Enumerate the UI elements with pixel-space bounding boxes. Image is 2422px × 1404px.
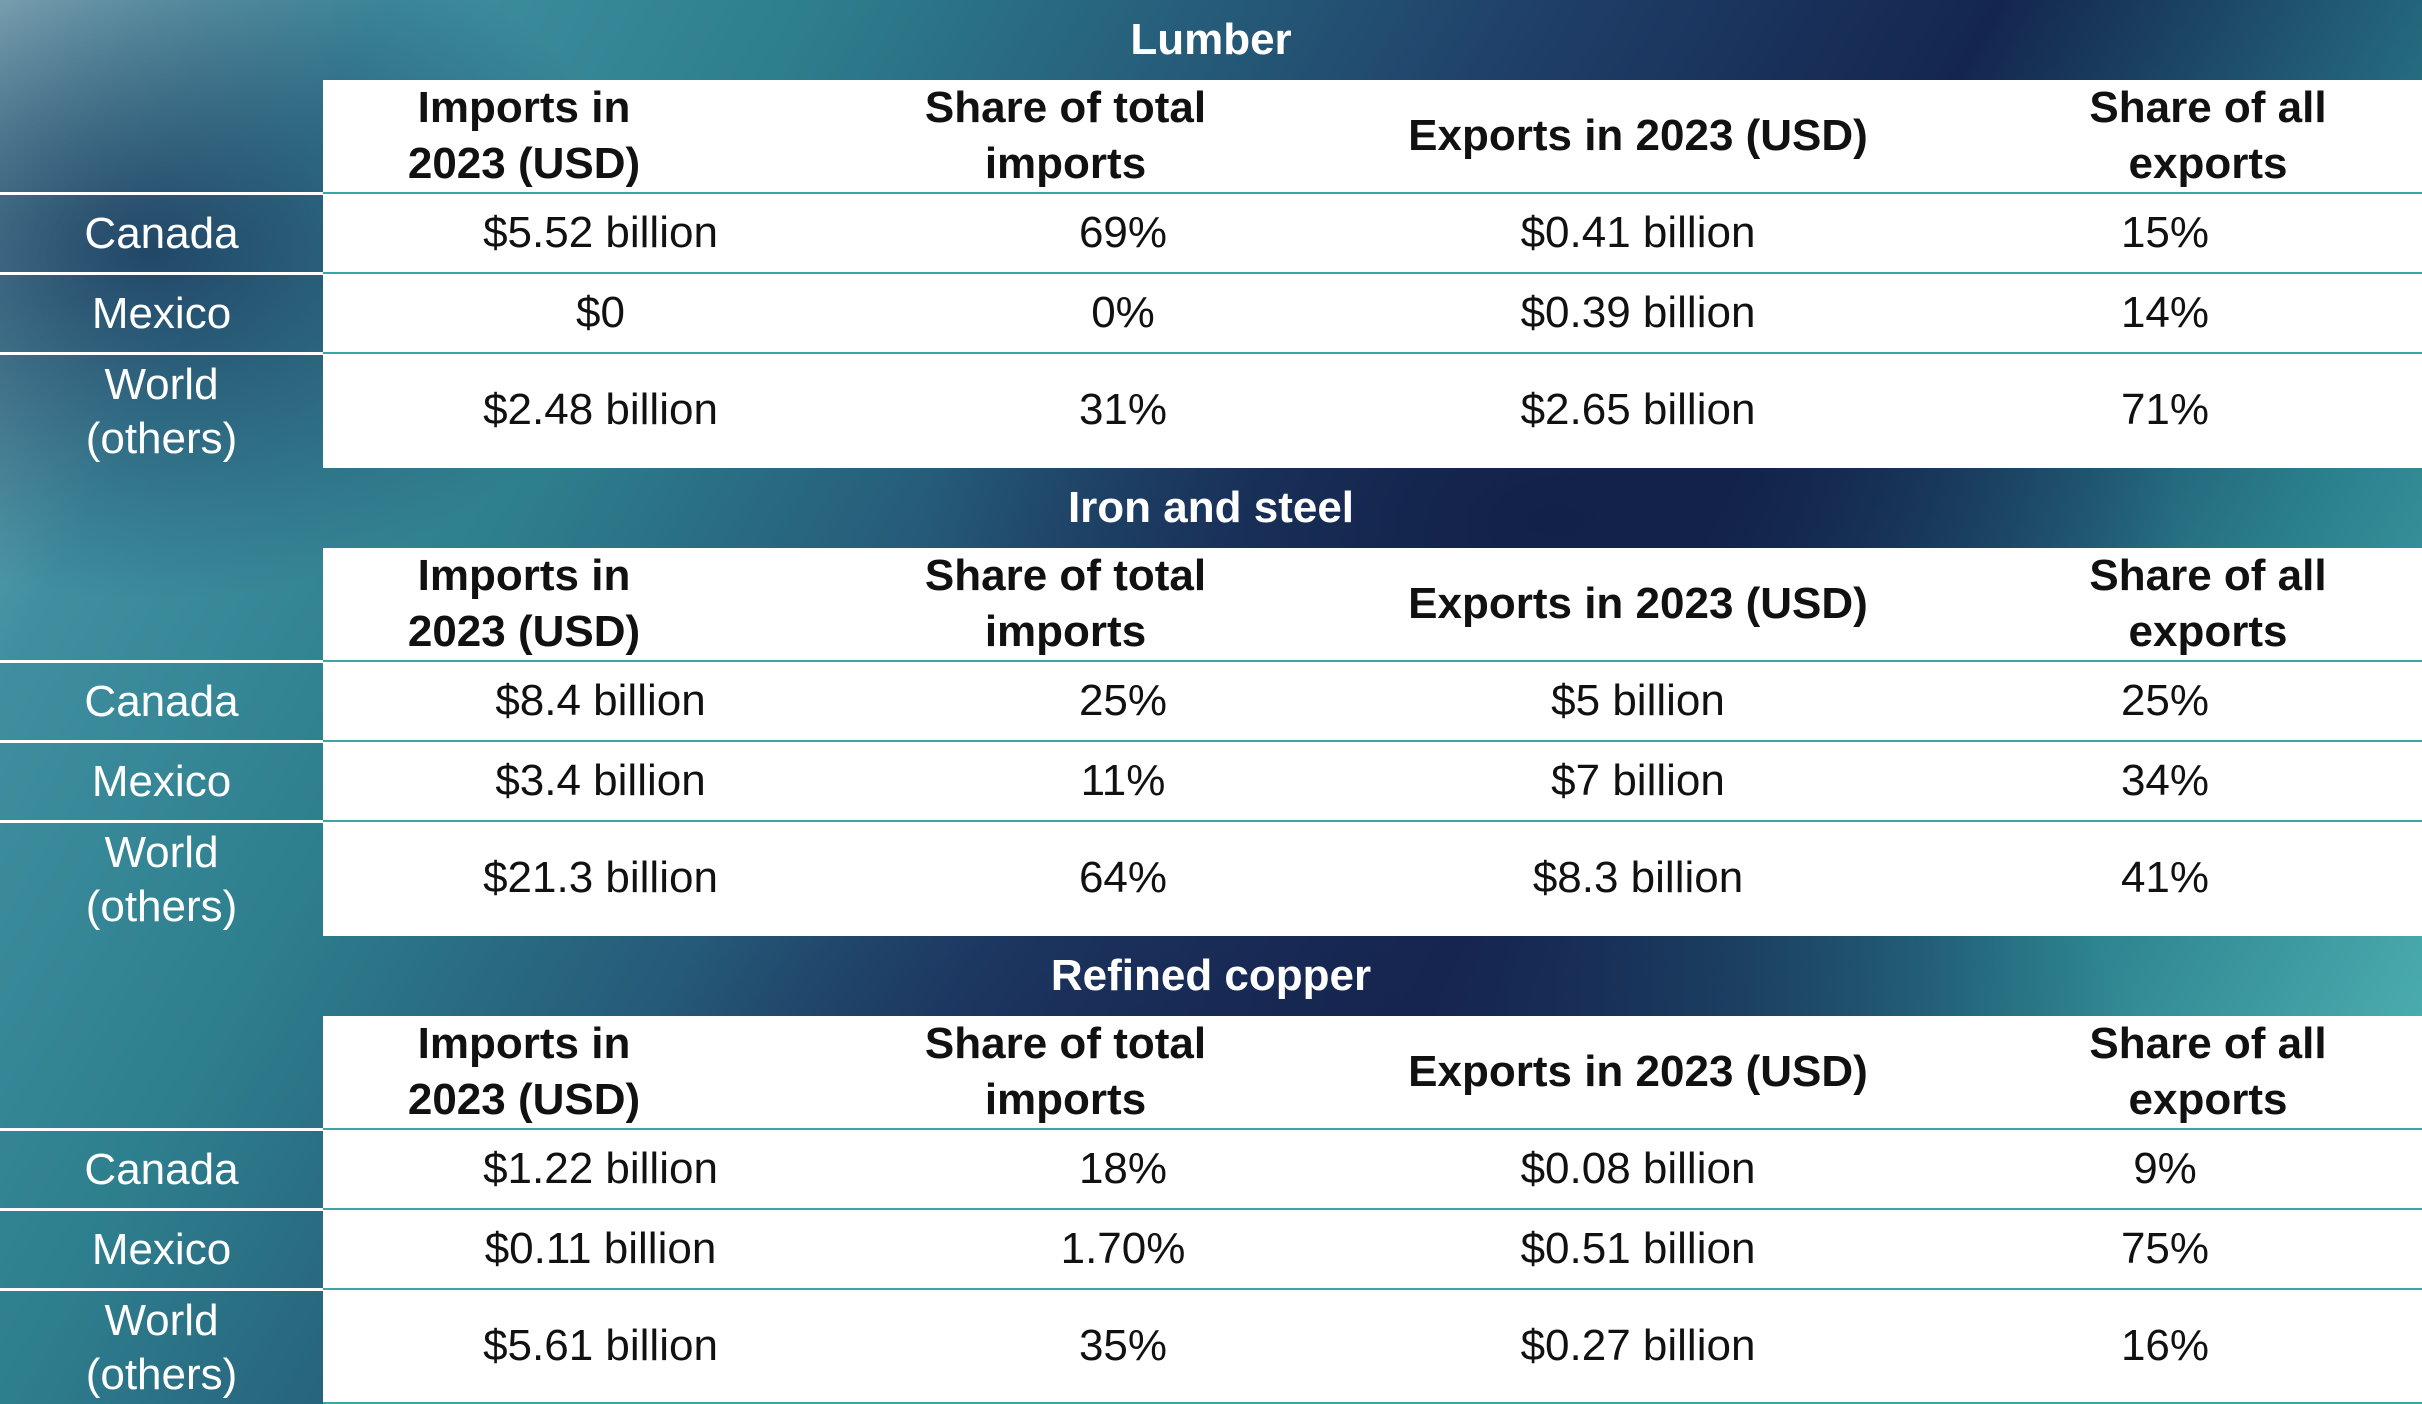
cell-share-exports: 15% bbox=[2120, 208, 2210, 257]
label-divider bbox=[0, 740, 323, 743]
cell-imports: $3.4 billion bbox=[495, 756, 706, 805]
table-panel: Imports in 2023 (USD) Share of total imp… bbox=[323, 548, 2422, 936]
cell-imports: $1.22 billion bbox=[483, 1144, 718, 1193]
cell-share-exports: 71% bbox=[2120, 385, 2210, 434]
row-divider bbox=[323, 1288, 2422, 1290]
header-share-imports: Share of total imports bbox=[924, 1019, 1207, 1124]
row-divider bbox=[323, 660, 2422, 662]
cell-share-imports: 18% bbox=[1078, 1144, 1168, 1193]
cell-share-imports: 25% bbox=[1078, 676, 1168, 725]
cell-share-imports: 64% bbox=[1078, 853, 1168, 902]
cell-exports: $8.3 billion bbox=[1532, 853, 1744, 902]
cell-share-imports: 69% bbox=[1078, 208, 1168, 257]
row-divider bbox=[323, 740, 2422, 742]
row-label-world: World (others) bbox=[85, 359, 238, 463]
cell-exports: $0.51 billion bbox=[1520, 1224, 1756, 1273]
section-title: Refined copper bbox=[1050, 951, 1372, 1000]
label-divider bbox=[0, 352, 323, 355]
cell-share-exports: 16% bbox=[2120, 1321, 2210, 1370]
section-title: Iron and steel bbox=[1067, 483, 1355, 532]
cell-imports: $2.48 billion bbox=[483, 385, 718, 434]
label-divider bbox=[0, 1128, 323, 1131]
row-divider bbox=[323, 1128, 2422, 1130]
cell-exports: $0.08 billion bbox=[1520, 1144, 1756, 1193]
label-divider bbox=[0, 272, 323, 275]
cell-share-exports: 41% bbox=[2120, 853, 2210, 902]
cell-imports: $0 bbox=[576, 288, 625, 337]
header-share-imports: Share of total imports bbox=[924, 83, 1207, 188]
cell-share-exports: 9% bbox=[2133, 1144, 2197, 1193]
cell-exports: $2.65 billion bbox=[1520, 385, 1756, 434]
cell-share-imports: 0% bbox=[1091, 288, 1155, 337]
section-refined-copper: Refined copper Imports in 2023 (USD) Sha… bbox=[0, 936, 2422, 1404]
row-label-mexico: Mexico bbox=[91, 1224, 232, 1274]
row-divider bbox=[323, 1208, 2422, 1210]
cell-exports: $0.39 billion bbox=[1520, 288, 1756, 337]
section-title: Lumber bbox=[1130, 15, 1292, 64]
row-divider bbox=[323, 1402, 2422, 1404]
cell-share-imports: 11% bbox=[1080, 756, 1166, 805]
label-divider bbox=[0, 1288, 323, 1291]
row-divider bbox=[323, 272, 2422, 274]
section-lumber: Lumber Imports in 2023 (USD) Share of to… bbox=[0, 0, 2422, 468]
header-share-imports: Share of total imports bbox=[924, 551, 1207, 656]
cell-share-imports: 35% bbox=[1078, 1321, 1168, 1370]
label-divider bbox=[0, 660, 323, 663]
row-label-mexico: Mexico bbox=[91, 756, 232, 806]
cell-share-imports: 1.70% bbox=[1060, 1224, 1186, 1273]
row-divider bbox=[323, 352, 2422, 354]
header-share-exports: Share of all exports bbox=[2089, 1019, 2327, 1124]
row-divider bbox=[323, 820, 2422, 822]
cell-share-exports: 25% bbox=[2120, 676, 2210, 725]
header-imports: Imports in 2023 (USD) bbox=[407, 83, 641, 188]
row-label-canada: Canada bbox=[84, 1144, 239, 1194]
label-divider bbox=[0, 1208, 323, 1211]
cell-exports: $7 billion bbox=[1551, 756, 1725, 805]
cell-imports: $21.3 billion bbox=[483, 853, 718, 902]
cell-imports: $5.52 billion bbox=[483, 208, 718, 257]
header-exports: Exports in 2023 (USD) bbox=[1408, 579, 1868, 628]
cell-share-imports: 31% bbox=[1078, 385, 1168, 434]
row-label-world: World (others) bbox=[85, 827, 238, 931]
row-label-world: World (others) bbox=[85, 1295, 238, 1399]
cell-share-exports: 34% bbox=[2120, 756, 2210, 805]
label-divider bbox=[0, 192, 323, 195]
header-share-exports: Share of all exports bbox=[2089, 83, 2327, 188]
row-label-canada: Canada bbox=[84, 676, 239, 726]
header-exports: Exports in 2023 (USD) bbox=[1408, 111, 1868, 160]
cell-exports: $0.41 billion bbox=[1520, 208, 1756, 257]
row-label-mexico: Mexico bbox=[91, 288, 232, 338]
header-exports: Exports in 2023 (USD) bbox=[1408, 1047, 1868, 1096]
cell-exports: $5 billion bbox=[1551, 676, 1725, 725]
row-divider bbox=[323, 192, 2422, 194]
section-iron-steel: Iron and steel Imports in 2023 (USD) Sha… bbox=[0, 468, 2422, 936]
cell-share-exports: 14% bbox=[2120, 288, 2210, 337]
header-imports: Imports in 2023 (USD) bbox=[407, 551, 641, 656]
cell-exports: $0.27 billion bbox=[1520, 1321, 1756, 1370]
table-panel: Imports in 2023 (USD) Share of total imp… bbox=[323, 1016, 2422, 1404]
row-label-canada: Canada bbox=[84, 208, 239, 258]
cell-share-exports: 75% bbox=[2120, 1224, 2210, 1273]
header-imports: Imports in 2023 (USD) bbox=[407, 1019, 641, 1124]
header-share-exports: Share of all exports bbox=[2089, 551, 2327, 656]
table-panel: Imports in 2023 (USD) Share of total imp… bbox=[323, 80, 2422, 468]
cell-imports: $8.4 billion bbox=[495, 676, 706, 725]
label-divider bbox=[0, 820, 323, 823]
cell-imports: $5.61 billion bbox=[483, 1321, 718, 1370]
cell-imports: $0.11 billion bbox=[484, 1224, 717, 1273]
